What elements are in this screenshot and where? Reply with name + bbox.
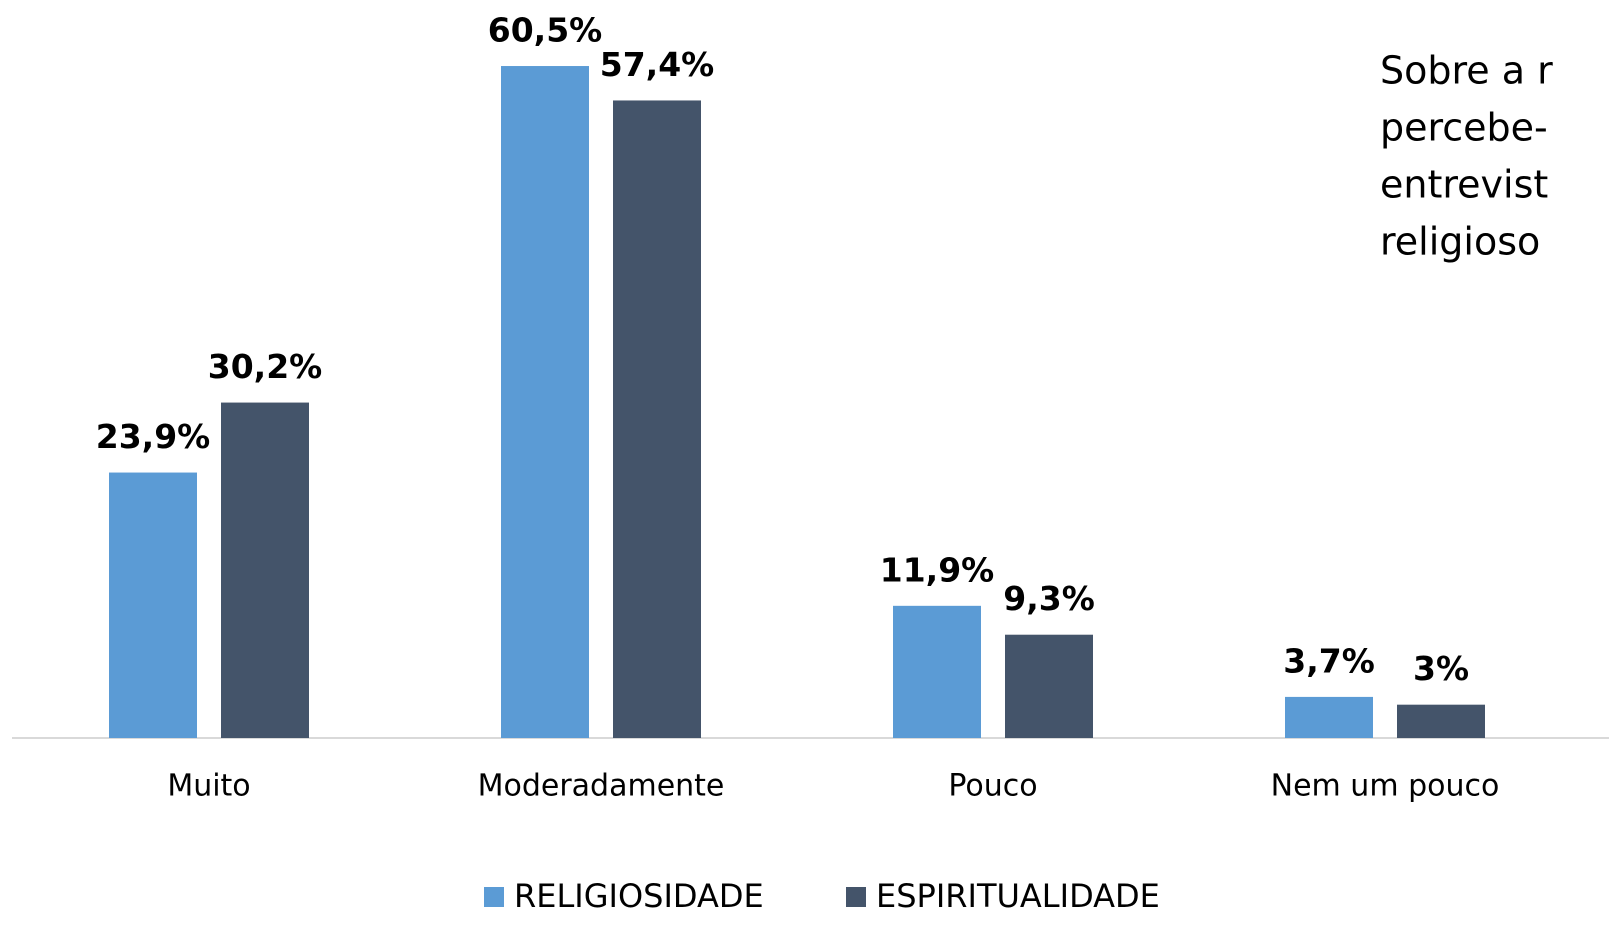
value-label: 30,2% [208, 347, 323, 386]
annotation: Sobre a r [1380, 49, 1553, 93]
legend-swatch [484, 887, 504, 907]
annotation: percebe- [1380, 106, 1548, 150]
annotation: entrevist [1380, 163, 1548, 207]
value-label: 9,3% [1003, 579, 1095, 618]
bar [221, 402, 309, 738]
bar [1285, 696, 1373, 738]
x-tick-label: Muito [167, 769, 250, 804]
x-tick-label: Moderadamente [478, 769, 725, 804]
value-label: 11,9% [880, 550, 995, 589]
x-tick-label: Nem um pouco [1271, 769, 1500, 804]
legend-label: RELIGIOSIDADE [514, 877, 764, 915]
annotation: religioso [1380, 220, 1540, 264]
bar [893, 605, 981, 738]
bar [1397, 704, 1485, 738]
bar [109, 472, 197, 738]
value-label: 57,4% [600, 45, 715, 84]
bar [1005, 634, 1093, 738]
legend-swatch [846, 887, 866, 907]
value-label: 3% [1413, 649, 1469, 688]
value-label: 60,5% [488, 11, 603, 50]
value-label: 3,7% [1283, 641, 1375, 680]
x-tick-label: Pouco [948, 769, 1037, 804]
value-label: 23,9% [96, 417, 211, 456]
legend-label: ESPIRITUALIDADE [876, 877, 1160, 915]
bar [613, 100, 701, 739]
bar [501, 66, 589, 739]
